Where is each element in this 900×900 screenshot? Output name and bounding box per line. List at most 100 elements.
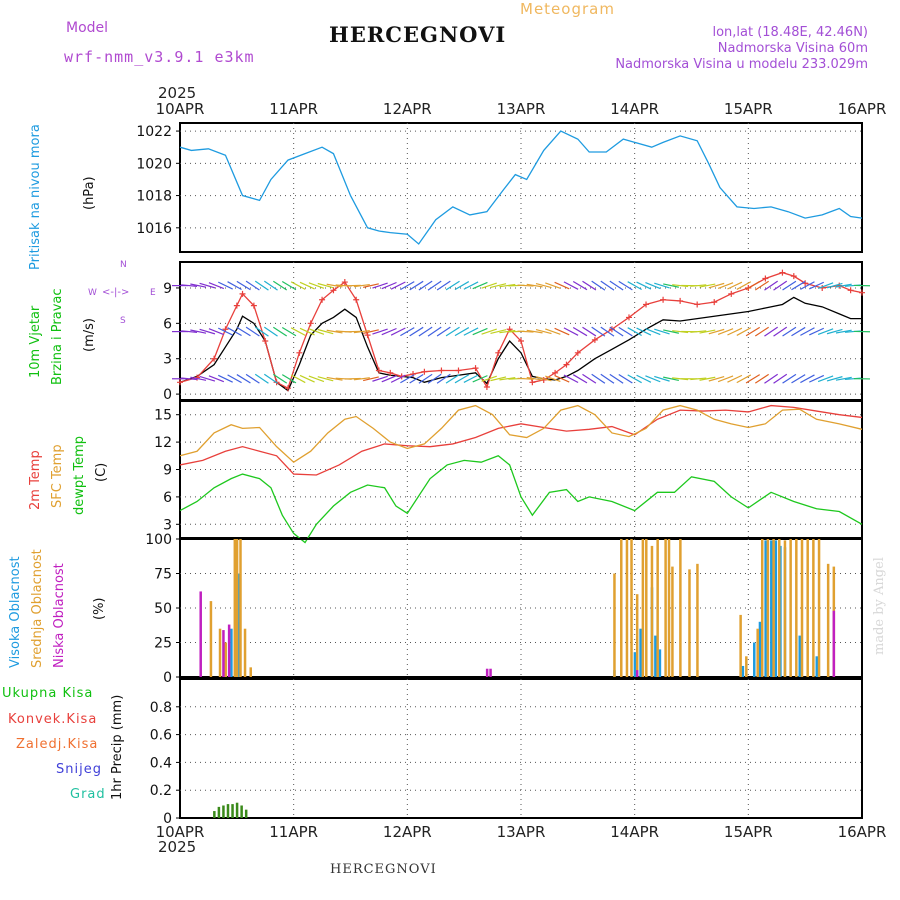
- wind-direction-arrow: [454, 374, 470, 384]
- y-tick-label: 0.4: [150, 755, 172, 771]
- bar-visoka-oblacnost: [741, 665, 745, 677]
- wind-direction-arrow: [353, 329, 370, 334]
- wind-direction-arrow: [835, 376, 852, 381]
- gust-marker: [779, 269, 786, 276]
- bar-srednja-oblacnost: [778, 539, 781, 677]
- wind-direction-arrow: [353, 377, 370, 381]
- gust-marker: [455, 367, 462, 374]
- gust-marker: [296, 349, 303, 356]
- x-tick-label-top: 13APR: [497, 100, 546, 118]
- gust-marker: [495, 349, 502, 356]
- wind-direction-arrow: [717, 328, 734, 336]
- wind-direction-arrow: [245, 280, 260, 291]
- bar-niska-oblacnost: [489, 668, 492, 677]
- wind-direction-arrow: [481, 282, 497, 289]
- series-line-dewpt-temp: [179, 455, 863, 544]
- bar-visoka-oblacnost: [764, 540, 767, 677]
- wind-direction-arrow: [654, 375, 670, 382]
- credit-watermark: made by Angel: [872, 557, 887, 655]
- bar-ukupna-kisa: [244, 809, 248, 818]
- bar-niska-oblacnost: [832, 610, 836, 677]
- bar-srednja-oblacnost: [645, 539, 648, 677]
- wind-direction-arrow: [699, 283, 716, 288]
- gust-marker: [284, 385, 291, 392]
- wind-direction-arrow: [582, 373, 597, 384]
- wind-direction-arrow: [699, 329, 716, 334]
- wind-direction-arrow: [272, 373, 288, 384]
- wind-direction-arrow: [727, 374, 743, 383]
- bar-srednja-oblacnost: [243, 628, 247, 677]
- bar-srednja-oblacnost: [635, 594, 639, 677]
- gust-marker: [563, 361, 570, 368]
- altitude-label: Nadmorska Visina 60m: [717, 41, 868, 56]
- lonlat-label: lon,lat (18.48E, 42.46N): [712, 25, 868, 40]
- x-tick-label-bottom: 12APR: [383, 823, 432, 841]
- wind-direction-arrow: [535, 376, 552, 382]
- wind-direction-arrow: [645, 328, 661, 336]
- wind-direction-arrow: [199, 328, 216, 335]
- wind-direction-arrow: [809, 281, 825, 290]
- wind-direction-arrow: [791, 280, 806, 291]
- wind-direction-arrow: [490, 329, 507, 335]
- gust-marker: [472, 365, 479, 372]
- wind-direction-arrow: [281, 326, 297, 337]
- gust-marker: [847, 287, 854, 294]
- bar-srednja-oblacnost: [620, 539, 623, 677]
- wind-direction-arrow: [582, 280, 597, 291]
- wind-direction-arrow: [427, 373, 442, 384]
- wind-direction-arrow: [690, 284, 707, 287]
- bar-srednja-oblacnost: [688, 569, 691, 677]
- wind-direction-arrow: [582, 326, 597, 337]
- wind-direction-arrow: [308, 375, 325, 383]
- wind-direction-arrow: [563, 327, 579, 336]
- wind-direction-arrow: [736, 327, 752, 336]
- wind-direction-arrow: [326, 376, 343, 381]
- wind-direction-arrow: [717, 282, 734, 290]
- gust-marker: [319, 296, 326, 303]
- bar-visoka-oblacnost: [798, 635, 801, 677]
- wind-direction-arrow: [317, 282, 334, 289]
- wind-direction-arrow: [199, 282, 216, 289]
- wind-direction-arrow: [445, 373, 460, 384]
- wind-direction-arrow: [663, 283, 679, 288]
- wind-direction-arrow: [782, 373, 797, 384]
- year-top: 2025: [158, 84, 197, 102]
- bar-srednja-oblacnost: [656, 539, 659, 677]
- wind-direction-arrow: [390, 281, 406, 290]
- wind-direction-arrow: [199, 375, 216, 382]
- wind-direction-arrow: [272, 280, 288, 291]
- wind-direction-arrow: [263, 280, 278, 291]
- gust-marker: [483, 384, 490, 391]
- wind-direction-arrow: [299, 374, 315, 383]
- y-tick-label: 9: [163, 463, 172, 479]
- wind-direction-arrow: [463, 374, 479, 383]
- bar-srednja-oblacnost: [817, 539, 821, 677]
- x-tick-label-top: 11APR: [269, 100, 318, 118]
- wind-direction-arrow: [254, 280, 269, 291]
- bar-srednja-oblacnost: [667, 539, 671, 677]
- wind-direction-arrow: [800, 281, 815, 290]
- wind-direction-arrow: [545, 328, 561, 335]
- wind-direction-arrow: [672, 284, 689, 288]
- gust-marker: [790, 273, 797, 280]
- bar-ukupna-kisa: [240, 805, 243, 818]
- bar-srednja-oblacnost: [613, 573, 616, 677]
- wind-direction-arrow: [526, 376, 543, 381]
- wind-direction-arrow: [764, 280, 779, 291]
- wind-direction-arrow: [791, 374, 806, 384]
- bar-srednja-oblacnost: [806, 539, 809, 677]
- wind-direction-arrow: [390, 327, 406, 336]
- bar-srednja-oblacnost: [224, 642, 227, 677]
- wind-direction-arrow: [826, 376, 843, 382]
- wind-direction-arrow: [317, 328, 334, 335]
- gust-marker: [660, 296, 667, 303]
- wind-direction-arrow: [372, 375, 388, 382]
- bar-srednja-oblacnost: [671, 566, 674, 677]
- x-tick-label-top: 12APR: [383, 100, 432, 118]
- wind-direction-arrow: [572, 280, 588, 291]
- wind-direction-arrow: [299, 327, 315, 336]
- y-tick-label: 25: [154, 636, 172, 652]
- wind-direction-arrow: [708, 282, 725, 289]
- bar-srednja-oblacnost: [756, 628, 759, 677]
